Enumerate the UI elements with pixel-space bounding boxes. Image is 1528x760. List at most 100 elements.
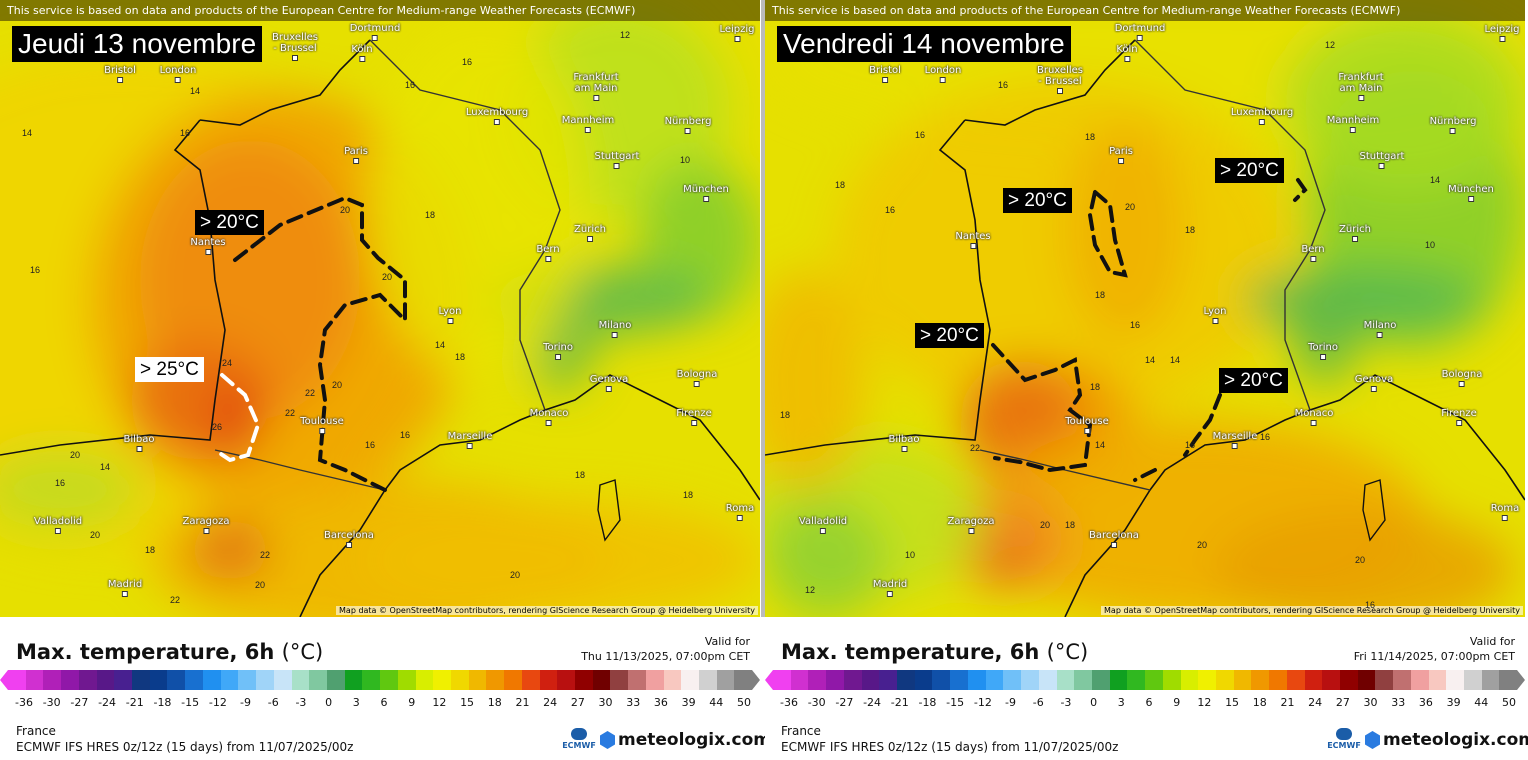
scale-tick: 36 <box>653 696 668 709</box>
city-marker <box>900 446 907 452</box>
color-scale-segment <box>1109 670 1128 690</box>
city-marker <box>1310 420 1317 426</box>
scale-tick: 39 <box>681 696 696 709</box>
threshold-annotation: > 20°C <box>915 323 984 348</box>
city-marker <box>882 77 888 83</box>
temperature-value: 16 <box>1365 600 1376 610</box>
city-marker <box>292 55 298 61</box>
threshold-annotation: > 20°C <box>1219 368 1288 393</box>
city-label: Stuttgart <box>1360 151 1404 169</box>
color-scale-segment <box>1428 670 1447 690</box>
scale-tick: 24 <box>1308 696 1323 709</box>
city-label: Frankfurt am Main <box>573 72 619 101</box>
city-label: Milano <box>598 320 632 338</box>
temperature-value: 16 <box>885 205 896 215</box>
map-layer <box>0 0 760 617</box>
color-scale-segment <box>132 670 150 690</box>
city-label: Dortmund <box>350 23 400 41</box>
city-marker <box>691 420 697 426</box>
color-scale-segment <box>663 670 682 690</box>
city-name: Frankfurt am Main <box>573 72 619 94</box>
color-scale-segment <box>1304 670 1323 690</box>
city-name: Paris <box>344 146 368 157</box>
city-name: Paris <box>1109 146 1133 157</box>
city-label: Lyon <box>438 306 462 324</box>
temperature-value: 14 <box>1430 175 1441 185</box>
scale-tick: -18 <box>153 696 172 709</box>
color-scale-segment <box>397 670 416 690</box>
city-name: Mannheim <box>561 115 615 126</box>
city-name: Milano <box>598 320 632 331</box>
city-name: Bilbao <box>123 434 155 445</box>
meteologix-text: meteologix.com <box>618 730 771 750</box>
city-label: Dortmund <box>1114 23 1166 41</box>
city-label: Mannheim <box>562 115 614 133</box>
city-label: London <box>160 65 196 83</box>
color-scale-segment <box>415 670 434 690</box>
temperature-map[interactable]: This service is based on data and produc… <box>0 0 760 617</box>
city-label: Milano <box>1364 320 1396 338</box>
temperature-value: 16 <box>998 80 1009 90</box>
temperature-field <box>370 20 590 380</box>
city-marker <box>969 243 976 249</box>
city-name: Dortmund <box>1114 23 1166 34</box>
city-name: Lyon <box>438 306 462 317</box>
scale-tick: 50 <box>1502 696 1516 709</box>
scale-tick: -30 <box>42 696 61 709</box>
city-label: Frankfurt am Main <box>1338 72 1384 101</box>
city-label: Nürnberg <box>1430 116 1476 134</box>
city-label: Stuttgart <box>595 151 639 169</box>
city-marker <box>820 528 826 534</box>
scale-tick: 27 <box>570 696 585 709</box>
city-name: Valladolid <box>798 516 848 527</box>
scale-tick: 39 <box>1446 696 1461 709</box>
city-marker <box>135 446 142 452</box>
city-label: London <box>925 65 961 83</box>
city-label: Torino <box>1308 342 1338 360</box>
scale-tick: -21 <box>890 696 909 709</box>
city-name: Valladolid <box>33 516 83 527</box>
forecast-panel-thursday: This service is based on data and produc… <box>0 0 771 760</box>
model-info: ECMWF IFS HRES 0z/12z (15 days) from 11/… <box>781 740 1119 754</box>
temperature-map[interactable]: This service is based on data and produc… <box>765 0 1525 617</box>
city-label: Monaco <box>530 408 568 426</box>
scale-tick: -9 <box>240 696 252 709</box>
color-scale-segment <box>114 670 133 690</box>
meteologix-logo[interactable]: meteologix.com <box>600 730 771 750</box>
city-marker <box>584 127 591 133</box>
corsica <box>597 479 621 542</box>
city-name: Roma <box>1490 503 1520 514</box>
map-attribution: Map data © OpenStreetMap contributors, r… <box>336 606 758 615</box>
temperature-value: 20 <box>382 272 393 282</box>
region-label: France <box>16 724 56 738</box>
city-marker <box>1084 428 1090 434</box>
city-name: Torino <box>1308 342 1338 353</box>
city-name: Barcelona <box>1089 530 1139 541</box>
city-name: Genova <box>1354 374 1394 385</box>
temperature-value: 14 <box>22 128 33 138</box>
city-marker <box>353 158 359 164</box>
city-label: Genova <box>590 374 628 392</box>
temperature-value: 20 <box>1355 555 1366 565</box>
city-marker <box>55 528 61 534</box>
meteologix-text: meteologix.com <box>1383 730 1528 750</box>
city-label: Nantes <box>190 237 226 255</box>
ecmwf-logo: ECMWF <box>1327 728 1361 750</box>
color-scale-segment <box>1286 670 1305 690</box>
color-scale-segment <box>149 670 168 690</box>
threshold-contour <box>1293 178 1308 202</box>
scale-tick: 24 <box>543 696 558 709</box>
city-label: Leipzig <box>1484 24 1520 42</box>
scale-tick: 6 <box>380 696 388 709</box>
color-scale-segment <box>628 670 646 690</box>
threshold-contour <box>1183 393 1222 457</box>
temperature-value: 18 <box>1095 290 1106 300</box>
color-scale-segment <box>256 670 274 690</box>
valid-label: Valid for <box>1469 635 1515 648</box>
meteologix-logo[interactable]: meteologix.com <box>1365 730 1528 750</box>
panel-divider <box>761 0 765 617</box>
color-scale-segment <box>309 670 327 690</box>
temperature-value: 18 <box>145 545 156 555</box>
scale-tick: -12 <box>973 696 992 709</box>
color-scale-segment <box>932 670 951 690</box>
